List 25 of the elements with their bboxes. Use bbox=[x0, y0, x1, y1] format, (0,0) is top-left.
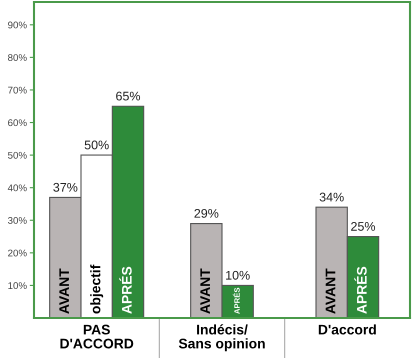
series-label: AVANT bbox=[59, 268, 69, 314]
x-tick-label: D'accord bbox=[318, 324, 376, 335]
data-label: 34% bbox=[320, 192, 344, 202]
y-tick-label: 10% bbox=[8, 282, 27, 290]
text: AVANT bbox=[200, 268, 210, 314]
x-tick-label: PAS D'ACCORD bbox=[60, 324, 134, 348]
y-tick-label: 40% bbox=[8, 184, 27, 192]
data-label: 37% bbox=[53, 182, 78, 192]
data-label: 10% bbox=[226, 270, 250, 280]
y-tick-label: 60% bbox=[8, 119, 27, 126]
y-tick-label: 70% bbox=[8, 86, 27, 94]
x-tick-label: Indécis/ Sans opinion bbox=[178, 324, 265, 352]
data-label: 65% bbox=[116, 92, 140, 101]
y-tick-label: 80% bbox=[8, 54, 27, 61]
y-tick-label: 30% bbox=[8, 217, 27, 224]
data-label: 29% bbox=[194, 208, 218, 218]
text: APRÉS bbox=[354, 266, 367, 314]
series-label: objectif bbox=[90, 264, 104, 314]
text: AVANT bbox=[326, 268, 336, 314]
data-label: 50% bbox=[84, 140, 109, 150]
y-tick-label: 50% bbox=[8, 152, 27, 159]
y-tick-label: 20% bbox=[8, 250, 27, 256]
data-label: 25% bbox=[351, 222, 376, 231]
text: APRÉS bbox=[119, 266, 132, 314]
y-tick-label: 90% bbox=[8, 22, 27, 28]
